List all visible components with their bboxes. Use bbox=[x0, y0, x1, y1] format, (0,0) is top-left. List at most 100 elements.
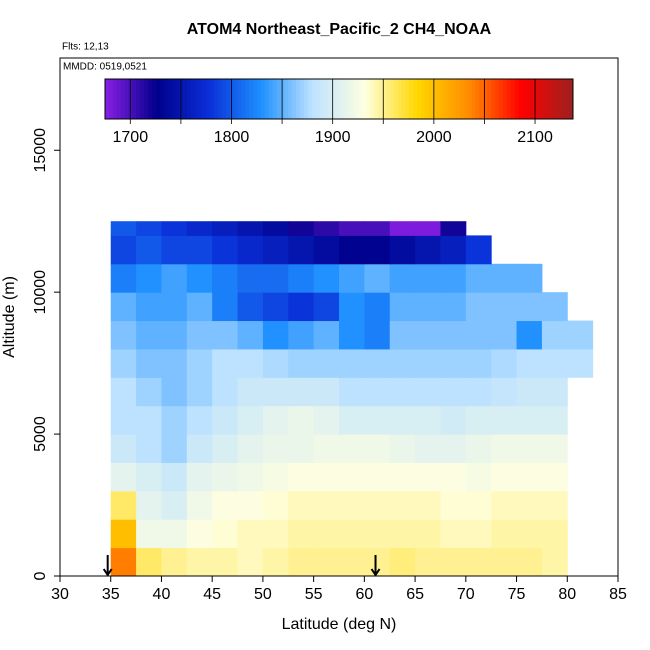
colorbar-swatch bbox=[350, 79, 356, 119]
heat-cell bbox=[313, 221, 340, 236]
heat-cell bbox=[237, 490, 264, 520]
colorbar-swatch bbox=[249, 79, 254, 119]
heat-cell bbox=[313, 462, 340, 492]
colorbar-swatch bbox=[354, 79, 359, 119]
colorbar-swatch bbox=[105, 79, 110, 119]
heat-cell bbox=[237, 348, 264, 378]
heat-cell bbox=[288, 490, 315, 520]
heat-cell bbox=[288, 547, 315, 577]
colorbar-frame bbox=[104, 78, 574, 120]
heat-cell bbox=[161, 348, 188, 378]
heat-cell bbox=[415, 263, 441, 293]
heat-cell bbox=[415, 462, 441, 492]
heat-cell bbox=[389, 235, 416, 265]
heat-cell bbox=[313, 434, 340, 463]
heat-cell bbox=[516, 490, 543, 520]
heat-cell bbox=[110, 547, 137, 577]
colorbar-swatch bbox=[331, 79, 336, 119]
heat-cell bbox=[389, 221, 416, 236]
y-axis-label: Altitude (m) bbox=[1, 276, 18, 358]
x-tick-label: 35 bbox=[102, 586, 120, 603]
colorbar-swatch bbox=[159, 79, 164, 119]
colorbar-swatch bbox=[370, 79, 375, 119]
heat-cell bbox=[186, 263, 213, 293]
colorbar-swatch bbox=[268, 79, 274, 119]
heat-cell bbox=[339, 462, 365, 492]
colorbar-swatch bbox=[198, 79, 203, 119]
colorbar-swatch bbox=[405, 79, 410, 119]
heat-cell bbox=[440, 547, 467, 577]
heat-cell bbox=[237, 405, 264, 435]
colorbar-swatch bbox=[342, 79, 348, 119]
colorbar-swatch bbox=[179, 79, 184, 119]
heat-cell bbox=[440, 490, 467, 520]
colorbar-swatch bbox=[491, 79, 496, 119]
heat-cell bbox=[389, 405, 416, 435]
colorbar-swatch bbox=[526, 79, 531, 119]
colorbar-swatch bbox=[428, 79, 434, 119]
heat-cell bbox=[110, 462, 137, 492]
heat-cell bbox=[288, 235, 315, 265]
colorbar-swatch bbox=[553, 79, 558, 119]
colorbar-swatch bbox=[483, 79, 488, 119]
heat-cell bbox=[136, 462, 162, 492]
heat-cell bbox=[491, 377, 518, 407]
heat-cell bbox=[110, 490, 137, 520]
colorbar-swatch bbox=[300, 79, 305, 119]
colorbar-swatch bbox=[413, 79, 418, 119]
heat-cell bbox=[415, 377, 441, 407]
x-axis-label: Latitude (deg N) bbox=[282, 616, 397, 633]
colorbar-swatch bbox=[366, 79, 371, 119]
colorbar-swatch bbox=[214, 79, 219, 119]
colorbar-swatch bbox=[183, 79, 188, 119]
colorbar-swatch bbox=[233, 79, 239, 119]
x-tick-label: 65 bbox=[406, 586, 424, 603]
colorbar-swatch bbox=[385, 79, 391, 119]
colorbar-swatch bbox=[440, 79, 445, 119]
heat-cell bbox=[186, 547, 213, 577]
heat-cell bbox=[491, 292, 518, 322]
colorbar-swatch bbox=[225, 79, 231, 119]
colorbar-swatch bbox=[362, 79, 367, 119]
heat-cell bbox=[110, 263, 137, 293]
colorbar-swatch bbox=[284, 79, 289, 119]
heat-cell bbox=[237, 320, 264, 350]
heat-cell bbox=[415, 405, 441, 435]
heat-cell bbox=[415, 235, 441, 265]
heat-cell bbox=[364, 235, 391, 265]
colorbar-swatch bbox=[401, 79, 406, 119]
heat-cell bbox=[339, 348, 365, 378]
heat-cell bbox=[262, 221, 289, 236]
heat-cell bbox=[364, 221, 391, 236]
heat-cell bbox=[364, 490, 391, 520]
colorbar-swatch bbox=[444, 79, 449, 119]
colorbar-swatch bbox=[296, 79, 301, 119]
plot-frame bbox=[59, 57, 619, 577]
colorbar-swatch bbox=[264, 79, 270, 119]
heat-cell bbox=[440, 263, 467, 293]
heat-cell bbox=[262, 320, 289, 350]
colorbar-swatch bbox=[420, 79, 426, 119]
colorbar-swatch bbox=[144, 79, 149, 119]
heat-cell bbox=[262, 405, 289, 435]
heat-cell bbox=[110, 292, 137, 322]
heat-cell bbox=[186, 490, 213, 520]
heat-cell bbox=[212, 405, 239, 435]
heat-cell bbox=[389, 263, 416, 293]
heat-cell bbox=[465, 519, 492, 549]
flight-arrow bbox=[370, 555, 381, 577]
heat-cell bbox=[440, 292, 467, 322]
colorbar-swatch bbox=[335, 79, 340, 119]
colorbar-swatch bbox=[186, 79, 192, 119]
colorbar-swatch bbox=[409, 79, 414, 119]
heat-cell bbox=[415, 221, 441, 236]
heat-cell bbox=[465, 320, 492, 350]
heat-cell bbox=[389, 462, 416, 492]
colorbar-swatch bbox=[229, 79, 235, 119]
heat-cell bbox=[541, 377, 568, 407]
heat-cell bbox=[212, 263, 239, 293]
heat-cell bbox=[313, 405, 340, 435]
heat-cell bbox=[364, 405, 391, 435]
heat-cell bbox=[288, 292, 315, 322]
heat-cell bbox=[339, 519, 365, 549]
